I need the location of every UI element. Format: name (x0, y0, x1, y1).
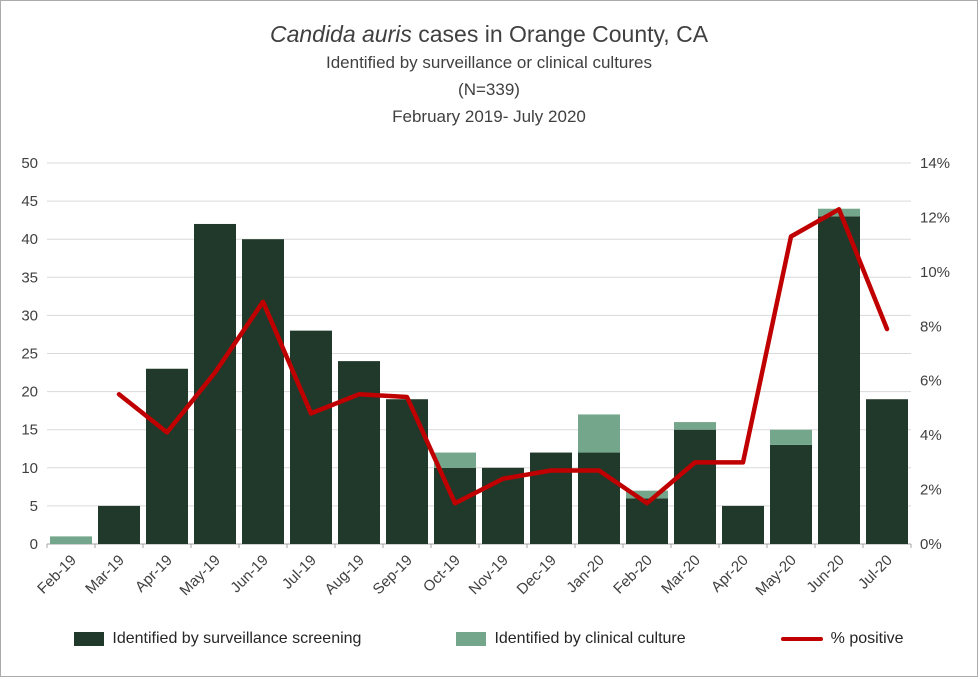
surveillance-bar (674, 429, 716, 544)
left-axis-tick-label: 20 (21, 384, 38, 401)
left-axis-tick-label: 40 (21, 231, 38, 248)
left-axis-tick-label: 15 (21, 422, 38, 439)
x-axis-category-label: Jul-19 (279, 552, 320, 593)
right-axis-tick-label: 14% (920, 155, 950, 172)
surveillance-bar (386, 399, 428, 544)
clinical-swatch-icon (456, 632, 487, 646)
legend-item-surveillance: Identified by surveillance screening (74, 630, 361, 648)
legend-item-clinical: Identified by clinical culture (456, 630, 686, 648)
x-axis-category-label: Apr-20 (708, 552, 752, 596)
x-axis-category-label: Mar-19 (82, 552, 128, 598)
surveillance-bar (434, 467, 476, 544)
right-axis-tick-label: 6% (920, 373, 942, 390)
chart-title: Candida auris cases in Orange County, CA (1, 19, 977, 49)
chart-plot-area: 0 5 10 15 20 25 30 35 40 45 50 0% 2% 4% 6% 8% 10% 12% 14% F… (21, 155, 950, 599)
clinical-bar (626, 490, 668, 499)
x-axis-category-label: Jul-20 (855, 552, 896, 593)
legend-label-positive: % positive (830, 630, 904, 647)
right-axis-tick-label: 2% (920, 482, 942, 499)
x-axis-category-label: May-19 (176, 552, 223, 599)
x-axis-category-label: Feb-20 (610, 552, 656, 598)
right-axis-tick-label: 8% (920, 318, 942, 335)
surveillance-bar (866, 399, 908, 544)
clinical-bar (434, 452, 476, 468)
positive-line-swatch-icon (780, 637, 823, 641)
surveillance-bar (626, 498, 668, 544)
legend-label-clinical: Identified by clinical culture (494, 630, 686, 647)
surveillance-bar (194, 223, 236, 544)
surveillance-bar (578, 452, 620, 544)
x-axis-category-label: Apr-19 (132, 552, 176, 596)
x-axis-category-label: Dec-19 (514, 552, 560, 598)
chart-subtitle-cultures: Identified by surveillance or clinical c… (326, 53, 652, 72)
surveillance-bar (338, 361, 380, 544)
x-axis-category-label: Mar-20 (658, 552, 704, 598)
left-axis-tick-label: 50 (21, 155, 38, 172)
x-axis-category-label: May-20 (752, 552, 799, 599)
x-axis-category-label: Jun-19 (227, 552, 271, 596)
x-axis-category-label: Aug-19 (322, 552, 368, 598)
chart-title-rest: cases in Orange County, CA (411, 21, 709, 47)
surveillance-bar (290, 330, 332, 544)
x-axis-category-label: Oct-19 (420, 552, 464, 596)
left-axis-tick-label: 30 (21, 307, 38, 324)
legend-item-positive: % positive (780, 630, 904, 648)
left-axis-tick-label: 5 (30, 498, 38, 515)
surveillance-bar (530, 452, 572, 544)
surveillance-bar (98, 505, 140, 544)
right-axis-tick-label: 10% (920, 264, 950, 281)
right-axis-tick-label: 4% (920, 427, 942, 444)
right-axis-tick-label: 12% (920, 209, 950, 226)
surveillance-bar (146, 368, 188, 544)
chart-subtitle-daterange: February 2019- July 2020 (392, 107, 586, 126)
right-axis-tick-label: 0% (920, 536, 942, 553)
clinical-bar (50, 536, 92, 544)
left-axis-tick-label: 45 (21, 193, 38, 210)
x-axis-category-label: Nov-19 (466, 552, 512, 598)
left-axis-tick-label: 35 (21, 269, 38, 286)
percent-positive-line (116, 207, 890, 506)
left-axis-tick-label: 0 (30, 536, 38, 553)
left-axis-tick-label: 10 (21, 460, 38, 477)
legend-label-surveillance: Identified by surveillance screening (112, 630, 362, 647)
chart-header: Candida auris cases in Orange County, CA… (1, 1, 977, 141)
surveillance-bar (770, 444, 812, 544)
x-axis-category-label: Jun-20 (803, 552, 847, 596)
surveillance-bar (242, 239, 284, 544)
x-axis-category-label: Feb-19 (34, 552, 80, 598)
clinical-bar (674, 422, 716, 430)
left-axis-tick-label: 25 (21, 346, 38, 363)
clinical-bar (770, 429, 812, 445)
chart-legend: Identified by surveillance screening Ide… (1, 630, 977, 648)
x-axis-category-label: Jan-20 (563, 552, 607, 596)
chart-title-italic: Candida auris (269, 21, 412, 47)
chart-subtitle-n: (N=339) (458, 80, 520, 99)
clinical-bar (578, 414, 620, 453)
surveillance-swatch-icon (74, 632, 105, 646)
surveillance-bar (722, 505, 764, 544)
surveillance-bar (818, 216, 860, 544)
x-axis-category-label: Sep-19 (370, 552, 416, 598)
